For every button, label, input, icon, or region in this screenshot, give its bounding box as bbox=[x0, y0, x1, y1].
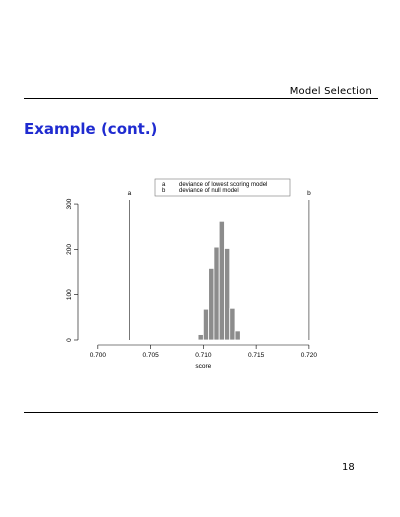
legend-entry: deviance of null model bbox=[179, 188, 239, 194]
histogram-bar bbox=[202, 308, 210, 341]
histogram-bar bbox=[234, 330, 241, 341]
x-axis-tick-label: 0.710 bbox=[195, 352, 212, 359]
legend-key: a bbox=[162, 182, 166, 188]
y-axis-tick-label: 200 bbox=[66, 244, 73, 255]
x-axis-title: score bbox=[195, 363, 211, 370]
histogram-bar bbox=[224, 248, 231, 341]
histogram-figure: a b 0.700 0.705 0.710 0.715 0.720 score 0 100 200 3… bbox=[60, 175, 340, 385]
reference-line-label-b: b bbox=[307, 190, 311, 197]
histogram-bar bbox=[218, 220, 225, 341]
legend-key: b bbox=[162, 188, 166, 194]
bottom-divider bbox=[24, 412, 378, 413]
x-axis-tick-label: 0.705 bbox=[142, 352, 159, 359]
legend-entry: deviance of lowest scoring model bbox=[179, 182, 267, 188]
x-axis-tick-label: 0.715 bbox=[248, 352, 265, 359]
top-divider bbox=[24, 98, 378, 99]
legend-box bbox=[154, 178, 291, 197]
slide-title: Example (cont.) bbox=[24, 120, 158, 138]
histogram-bar bbox=[213, 246, 220, 341]
y-axis-tick-label: 100 bbox=[66, 289, 73, 300]
y-axis-tick-label: 0 bbox=[66, 338, 73, 342]
reference-line-label-a: a bbox=[128, 190, 132, 197]
y-axis-tick-label: 300 bbox=[66, 198, 73, 209]
histogram-bar bbox=[197, 334, 204, 341]
section-title: Model Selection bbox=[289, 86, 372, 97]
histogram-chart: a b0.700 0.705 0.710 0.715 0.720score01002003… bbox=[66, 178, 318, 370]
page-number: 18 bbox=[342, 462, 355, 473]
x-axis-tick-label: 0.700 bbox=[90, 352, 107, 359]
histogram-bar bbox=[208, 268, 215, 341]
x-axis-tick-label: 0.720 bbox=[301, 352, 318, 359]
histogram-bar bbox=[229, 307, 236, 341]
